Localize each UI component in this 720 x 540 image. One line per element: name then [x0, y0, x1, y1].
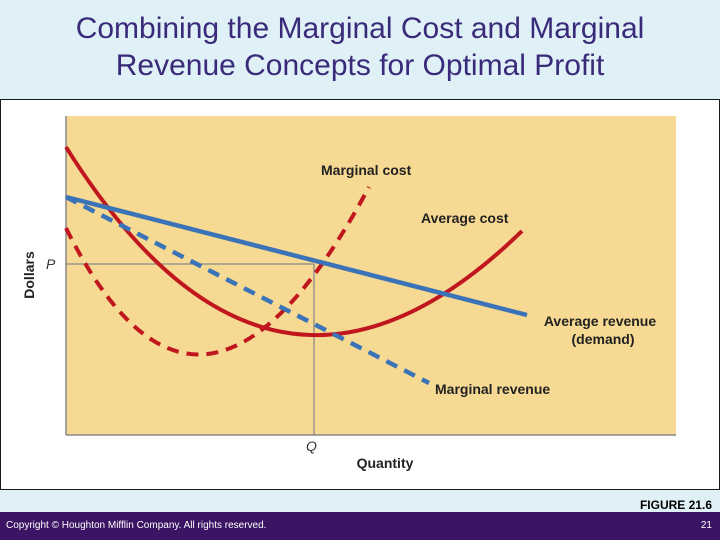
- quantity-label: Q: [306, 438, 317, 454]
- marginal-cost-curve: [64, 186, 371, 357]
- figure-panel: Dollars Quantity P Q Marginal cost Avera…: [0, 99, 720, 490]
- marginal-revenue-label: Marginal revenue: [435, 381, 550, 397]
- average-cost-label: Average cost: [421, 210, 509, 226]
- slide-title-line-2: Revenue Concepts for Optimal Profit: [115, 49, 605, 82]
- slide-title: Combining the Marginal Cost and Marginal…: [0, 10, 720, 84]
- figure-number: FIGURE 21.6: [639, 498, 712, 512]
- x-axis-label: Quantity: [357, 455, 414, 471]
- average-revenue-curve: [65, 194, 528, 318]
- marginal-cost-label: Marginal cost: [321, 162, 412, 178]
- average-revenue-sublabel: (demand): [572, 331, 635, 347]
- page-number: 21: [700, 520, 712, 531]
- footer-bar: Copyright © Houghton Mifflin Company. Al…: [0, 512, 720, 540]
- footer-copyright: Copyright © Houghton Mifflin Company. Al…: [6, 520, 267, 531]
- slide-title-line-1: Combining the Marginal Cost and Marginal: [75, 12, 645, 45]
- marginal-revenue-curve: [64, 194, 431, 386]
- average-revenue-label: Average revenue: [544, 313, 657, 329]
- cost-revenue-diagram: Dollars Quantity P Q Marginal cost Avera…: [21, 116, 676, 471]
- y-axis-label: Dollars: [21, 251, 37, 299]
- price-label: P: [46, 256, 56, 272]
